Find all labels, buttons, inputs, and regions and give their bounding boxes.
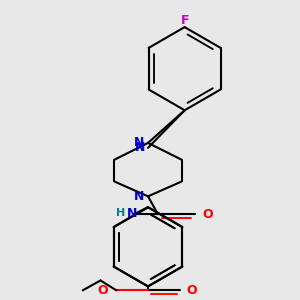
Text: H: H (116, 208, 125, 218)
Text: O: O (187, 284, 197, 297)
Text: O: O (98, 284, 108, 297)
Text: N: N (134, 190, 144, 203)
Text: N: N (134, 136, 144, 149)
Text: O: O (202, 208, 213, 221)
Text: F: F (180, 14, 189, 27)
Text: N: N (135, 141, 145, 154)
Text: N: N (127, 207, 137, 220)
